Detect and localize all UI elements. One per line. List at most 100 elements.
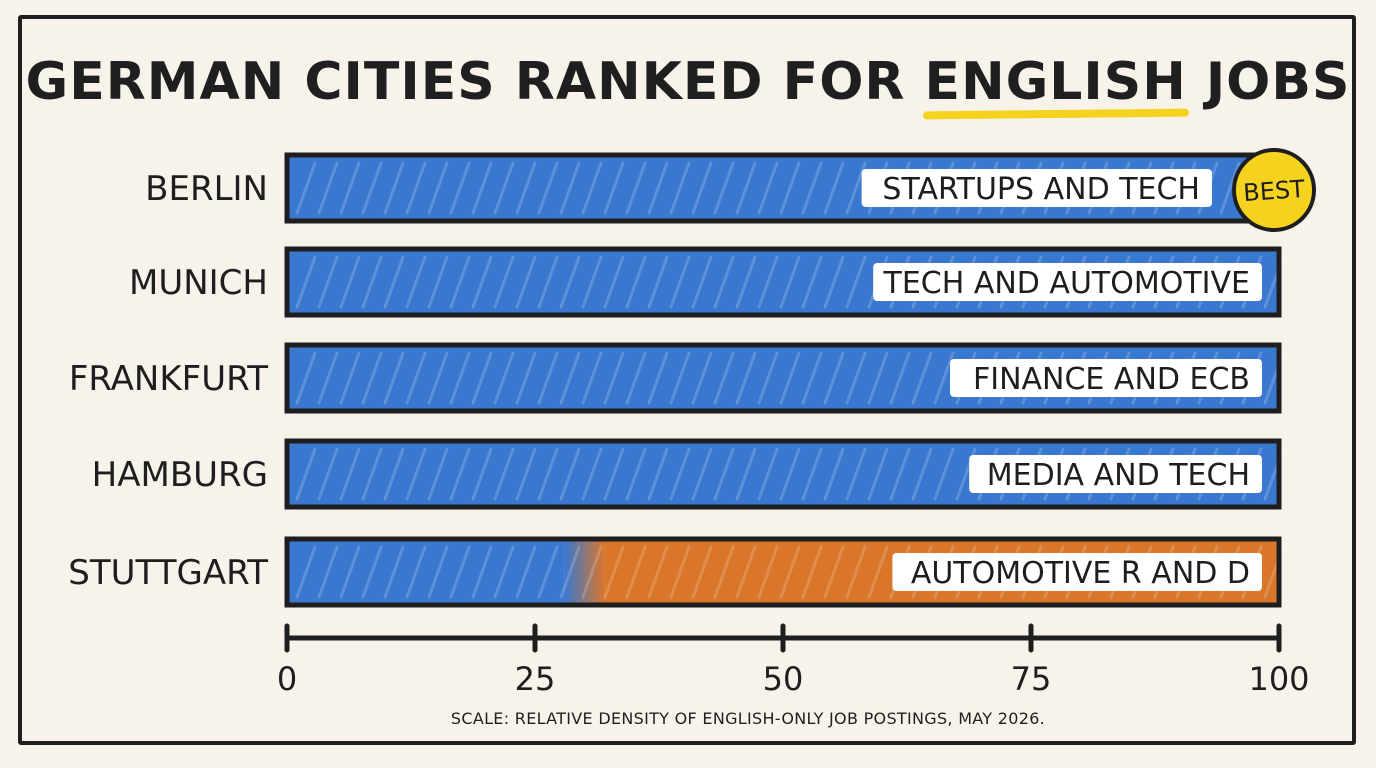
annotation-box xyxy=(861,169,1212,207)
bar-hatch xyxy=(405,161,427,215)
bar-hatch xyxy=(647,161,669,215)
bar-hatch xyxy=(625,161,647,215)
bar-hatch xyxy=(493,545,515,599)
bar-hatch xyxy=(383,255,405,309)
bar-group: BERLIN STARTUPS AND TECH BEST xyxy=(145,148,1316,232)
bar-hatch xyxy=(647,255,669,309)
bar-hatch xyxy=(559,351,581,405)
bar-hatch xyxy=(669,545,691,599)
annotation-box xyxy=(892,553,1262,591)
bar-hatch xyxy=(339,161,361,215)
bar-hatch xyxy=(757,351,779,405)
category-label: BERLIN xyxy=(145,169,268,209)
bar-outline xyxy=(284,246,1282,318)
bar-hatch xyxy=(867,351,889,405)
bar-hatch xyxy=(361,161,383,215)
bar-hatch xyxy=(757,447,779,501)
bar-hatch xyxy=(339,447,361,501)
bar-hatch xyxy=(845,255,867,309)
title-prefix: GERMAN CITIES RANKED FOR xyxy=(25,52,925,112)
bar-hatch xyxy=(449,447,471,501)
bar-hatch xyxy=(471,545,493,599)
category-label: HAMBURG xyxy=(92,455,268,495)
bar-hatch xyxy=(471,447,493,501)
bar-blend-segment xyxy=(564,539,605,605)
title-highlight-wrap: ENGLISH xyxy=(922,52,1189,120)
bar-hatch xyxy=(801,255,823,309)
bar-hatch xyxy=(427,447,449,501)
bar-hatch xyxy=(383,545,405,599)
bar-hatch xyxy=(361,255,383,309)
bar-annotation: AUTOMOTIVE R AND D xyxy=(911,556,1250,591)
bar-hatch xyxy=(361,351,383,405)
bar-hatch xyxy=(405,255,427,309)
bar-group: MUNICH TECH AND AUTOMOTIVE xyxy=(129,246,1285,318)
bar-hatch xyxy=(581,161,603,215)
title-suffix: JOBS xyxy=(1186,52,1351,112)
bar-hatch xyxy=(581,255,603,309)
bar-hatch xyxy=(823,255,845,309)
bar-hatch xyxy=(537,255,559,309)
bar-hatch xyxy=(647,447,669,501)
category-label: STUTTGART xyxy=(68,553,268,593)
bar-hatch xyxy=(581,545,603,599)
bar-hatch xyxy=(449,545,471,599)
bar-hatch xyxy=(493,161,515,215)
bar-hatch xyxy=(581,447,603,501)
bar-hatch xyxy=(669,255,691,309)
bar-hatch xyxy=(889,447,911,501)
bar-annotation: FINANCE AND ECB xyxy=(973,362,1250,397)
bar-hatch xyxy=(295,447,317,501)
footnote: SCALE: RELATIVE DENSITY OF ENGLISH-ONLY … xyxy=(450,709,1046,728)
bar-hatch xyxy=(933,447,955,501)
bar-hatch xyxy=(383,161,405,215)
bar-hatch xyxy=(559,161,581,215)
bar-hatch xyxy=(537,447,559,501)
bar-hatch xyxy=(427,351,449,405)
bar-hatch xyxy=(823,545,845,599)
bar-hatch xyxy=(515,161,537,215)
bar-hatch xyxy=(361,447,383,501)
bar-hatch xyxy=(295,351,317,405)
bar-hatch xyxy=(625,351,647,405)
bar-hatch xyxy=(603,351,625,405)
bar-hatch xyxy=(757,161,779,215)
bar-hatch xyxy=(625,545,647,599)
bar-hatch xyxy=(537,351,559,405)
bar-hatch xyxy=(757,255,779,309)
bar-hatch xyxy=(515,255,537,309)
bar-hatch xyxy=(691,351,713,405)
bar-hatch xyxy=(867,545,889,599)
bar-group: FRANKFURT FINANCE AND ECB xyxy=(69,342,1285,414)
bar-hatch xyxy=(493,255,515,309)
bar-hatch xyxy=(735,545,757,599)
bar-hatch xyxy=(493,351,515,405)
bar-hatch xyxy=(801,545,823,599)
bar-hatch xyxy=(405,447,427,501)
bar-hatch xyxy=(735,255,757,309)
bar-hatch xyxy=(823,351,845,405)
bar-group: HAMBURG MEDIA AND TECH xyxy=(92,438,1285,510)
bar-hatch xyxy=(801,351,823,405)
bar-hatch xyxy=(647,351,669,405)
bars-layer: BERLIN STARTUPS AND TECH BEST MUNICH TECH AN… xyxy=(68,148,1316,608)
title-highlight: ENGLISH xyxy=(924,52,1187,112)
bar-hatch xyxy=(735,447,757,501)
bar-hatch xyxy=(691,255,713,309)
bar-hatch xyxy=(427,255,449,309)
bar-hatch xyxy=(295,545,317,599)
x-tick-label: 100 xyxy=(1248,660,1309,698)
bar-hatch xyxy=(515,351,537,405)
bar-hatch xyxy=(911,447,933,501)
bar-hatch xyxy=(317,255,339,309)
bar-hatch xyxy=(845,447,867,501)
bar-hatch xyxy=(383,351,405,405)
bar-hatch xyxy=(713,161,735,215)
bar-hatch xyxy=(713,255,735,309)
annotation-box xyxy=(969,455,1262,493)
bar-group: STUTTGART AUTOMOTIVE R AND D xyxy=(68,536,1285,608)
chart-title: GERMAN CITIES RANKED FOR ENGLISH JOBS xyxy=(0,52,1376,120)
bar-hatch xyxy=(691,161,713,215)
bar-hatch xyxy=(845,351,867,405)
